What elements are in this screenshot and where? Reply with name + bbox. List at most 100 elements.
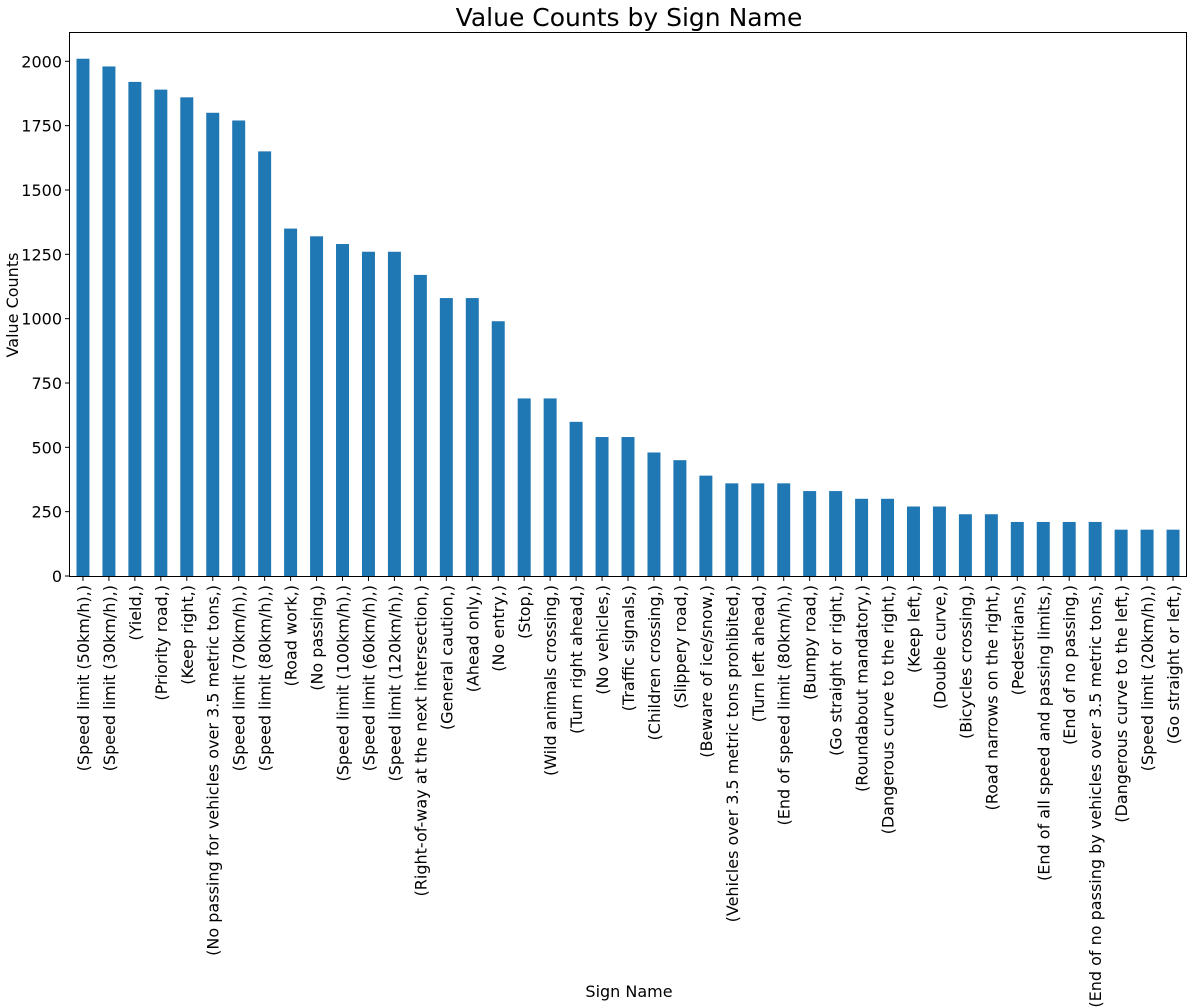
- bar: [855, 498, 869, 576]
- x-tick-label: (No passing,): [308, 585, 327, 691]
- bar: [258, 151, 272, 576]
- x-tick-label: (Traffic signals,): [619, 585, 638, 711]
- x-tick-label: (Double curve,): [930, 585, 949, 709]
- x-tick-label: (Road narrows on the right,): [982, 585, 1001, 811]
- bar: [413, 274, 427, 576]
- x-tick-label: (Yield,): [126, 585, 145, 641]
- plot-frame: [69, 32, 1187, 577]
- x-tick-label: (Right-of-way at the next intersection,): [411, 585, 430, 896]
- bar: [1140, 529, 1154, 576]
- bar: [154, 89, 168, 576]
- x-tick-label: (Speed limit (120km/h),): [385, 585, 404, 782]
- bar: [1166, 529, 1180, 576]
- x-tick-label: (End of no passing by vehicles over 3.5 …: [1086, 585, 1105, 1007]
- bar: [76, 58, 90, 576]
- x-tick-label: (Speed limit (60km/h),): [359, 585, 378, 771]
- y-tick-label: 250: [31, 503, 62, 522]
- y-tick-label: 1500: [21, 181, 62, 200]
- x-tick-label: (Turn right ahead,): [567, 585, 586, 734]
- x-axis-label: Sign Name: [585, 982, 672, 1001]
- bar: [699, 475, 713, 576]
- bar: [336, 244, 349, 577]
- x-tick-label: (Dangerous curve to the left,): [1112, 585, 1131, 823]
- x-tick-label: (Go straight or left,): [1164, 585, 1183, 744]
- bar: [958, 514, 972, 576]
- bar: [465, 298, 479, 576]
- bar: [543, 398, 557, 576]
- x-tick-label: (Slippery road,): [671, 585, 690, 709]
- bar: [881, 498, 895, 576]
- bar: [387, 251, 401, 576]
- x-tick-label: (End of no passing,): [1060, 585, 1079, 745]
- x-tick-label: (Bumpy road,): [801, 585, 820, 700]
- bars-group: [76, 58, 1180, 577]
- x-tick-label: (No vehicles,): [593, 585, 612, 695]
- x-tick-label: (General caution,): [437, 585, 456, 730]
- y-axis: 0 250 500 750 1000 1250 1500 1750 2000: [21, 52, 70, 586]
- y-tick-label: 1750: [21, 117, 62, 136]
- bar: [1114, 529, 1128, 576]
- y-tick-label: 750: [31, 374, 62, 393]
- x-tick-label: (Roundabout mandatory,): [853, 585, 872, 792]
- x-tick-label: (Go straight or right,): [827, 585, 846, 756]
- x-axis: (Speed limit (50km/h),) (Speed limit (30k…: [74, 576, 1183, 1007]
- chart-title: Value Counts by Sign Name: [456, 3, 803, 32]
- bar: [725, 483, 739, 576]
- bar: [310, 236, 324, 576]
- y-axis-label: Value Counts: [3, 253, 22, 358]
- bar: [439, 298, 453, 576]
- x-tick-label: (No passing for vehicles over 3.5 metric…: [204, 585, 223, 956]
- bar: [1036, 521, 1050, 576]
- bar: [102, 66, 116, 576]
- bar: [1062, 521, 1076, 576]
- x-tick-label: (Vehicles over 3.5 metric tons prohibite…: [723, 585, 742, 922]
- x-tick-label: (Stop,): [515, 585, 534, 639]
- x-tick-label: (No entry,): [489, 585, 508, 672]
- bar: [180, 97, 194, 577]
- x-tick-label: (Keep right,): [178, 585, 197, 685]
- y-tick-label: 2000: [21, 52, 62, 71]
- x-tick-label: (Bicycles crossing,): [956, 585, 975, 739]
- x-tick-label: (Speed limit (100km/h),): [334, 585, 353, 782]
- x-tick-label: (Keep left,): [904, 585, 923, 673]
- x-tick-label: (Children crossing,): [645, 585, 664, 740]
- y-tick-label: 500: [31, 438, 62, 457]
- x-tick-label: (Turn left ahead,): [749, 585, 768, 722]
- bar: [751, 483, 765, 576]
- x-tick-label: (Dangerous curve to the right,): [879, 585, 898, 834]
- bar: [1088, 521, 1102, 576]
- x-tick-label: (Ahead only,): [463, 585, 482, 692]
- x-tick-label: (Speed limit (80km/h),): [256, 585, 275, 771]
- bar: [621, 437, 635, 576]
- x-tick-label: (Speed limit (70km/h),): [230, 585, 249, 771]
- bar: [907, 506, 920, 576]
- x-tick-label: (Pedestrians,): [1008, 585, 1027, 695]
- bar: [595, 437, 609, 576]
- x-tick-label: (Priority road,): [152, 585, 171, 701]
- x-tick-label: (Beware of ice/snow,): [697, 585, 716, 758]
- bar: [232, 120, 246, 577]
- x-tick-label: (Wild animals crossing,): [541, 585, 560, 776]
- y-tick-label: 1000: [21, 310, 62, 329]
- bar: [206, 112, 220, 576]
- bar: [777, 483, 791, 576]
- y-tick-label: 0: [52, 567, 62, 586]
- x-tick-label: (Speed limit (20km/h),): [1138, 585, 1157, 771]
- bar: [128, 81, 142, 576]
- x-tick-label: (End of speed limit (80km/h),): [775, 585, 794, 826]
- bar: [803, 491, 817, 576]
- bar: [491, 321, 505, 576]
- x-tick-label: (Speed limit (30km/h),): [100, 585, 119, 771]
- bar: [984, 514, 998, 576]
- x-tick-label: (Road work,): [282, 585, 301, 687]
- bar: [673, 460, 687, 576]
- bar: [284, 228, 298, 576]
- bar: [647, 452, 661, 576]
- bar: [829, 491, 843, 576]
- bar: [361, 251, 375, 576]
- bar: [569, 421, 583, 576]
- bar: [1010, 521, 1024, 576]
- bar: [517, 398, 531, 576]
- y-tick-label: 1250: [21, 245, 62, 264]
